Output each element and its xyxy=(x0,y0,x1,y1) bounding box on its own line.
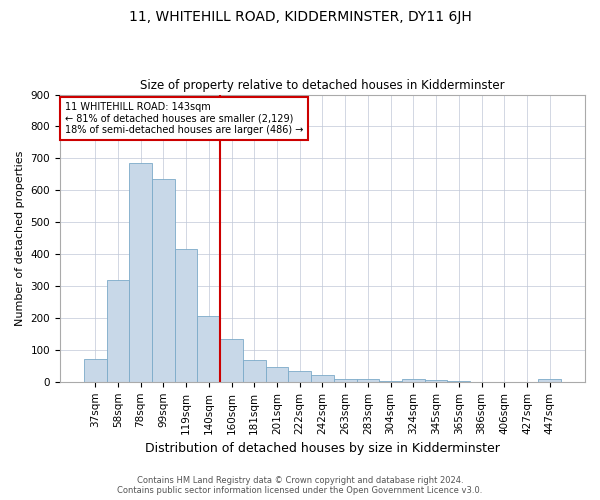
Bar xyxy=(356,380,379,382)
Bar xyxy=(448,381,470,382)
Bar xyxy=(152,179,175,382)
Bar xyxy=(175,250,197,382)
Bar xyxy=(379,381,402,382)
Bar xyxy=(425,380,448,382)
Bar xyxy=(107,280,129,382)
Bar xyxy=(289,372,311,382)
Bar xyxy=(84,360,107,382)
Bar xyxy=(538,380,561,382)
Bar xyxy=(311,375,334,382)
Text: Contains HM Land Registry data © Crown copyright and database right 2024.
Contai: Contains HM Land Registry data © Crown c… xyxy=(118,476,482,495)
Text: 11, WHITEHILL ROAD, KIDDERMINSTER, DY11 6JH: 11, WHITEHILL ROAD, KIDDERMINSTER, DY11 … xyxy=(128,10,472,24)
Bar xyxy=(243,360,266,382)
Bar xyxy=(266,367,289,382)
Text: 11 WHITEHILL ROAD: 143sqm
← 81% of detached houses are smaller (2,129)
18% of se: 11 WHITEHILL ROAD: 143sqm ← 81% of detac… xyxy=(65,102,304,135)
Bar xyxy=(129,163,152,382)
X-axis label: Distribution of detached houses by size in Kidderminster: Distribution of detached houses by size … xyxy=(145,442,500,455)
Bar xyxy=(220,338,243,382)
Bar xyxy=(197,316,220,382)
Bar xyxy=(402,380,425,382)
Title: Size of property relative to detached houses in Kidderminster: Size of property relative to detached ho… xyxy=(140,79,505,92)
Bar xyxy=(334,378,356,382)
Y-axis label: Number of detached properties: Number of detached properties xyxy=(15,150,25,326)
